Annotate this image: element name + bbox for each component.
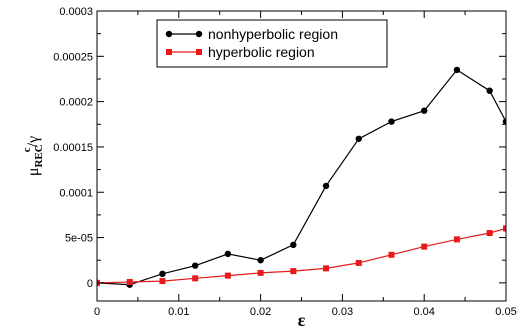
x-tick-label: 0.04	[413, 306, 434, 318]
y-tick-label: 0.00015	[53, 142, 93, 154]
y-axis-title-main: μ	[25, 168, 42, 177]
legend-label: nonhyperbolic region	[208, 26, 338, 42]
data-point	[323, 265, 330, 272]
legend: nonhyperbolic region hyperbolic region	[156, 19, 388, 68]
legend-marker	[195, 30, 203, 38]
y-tick-label: 5e-05	[65, 233, 93, 245]
x-tick-label: 0	[94, 306, 100, 318]
series-line-1	[97, 227, 506, 284]
svg-text:μRECc/γ: μRECc/γ	[21, 136, 45, 176]
y-tick-label: 0	[87, 278, 93, 290]
data-point	[191, 262, 199, 269]
legend-marker	[165, 30, 173, 38]
data-point	[192, 275, 199, 282]
y-axis-title: μRECc/γ	[21, 136, 45, 176]
data-point	[159, 270, 166, 278]
data-point	[421, 243, 428, 250]
data-point	[388, 118, 395, 125]
x-tick-label: 0.03	[332, 306, 353, 318]
y-tick-label: 0.0003	[59, 6, 93, 18]
y-axis-title-tail: /γ	[25, 136, 42, 148]
y-axis-title-sup: c	[21, 147, 33, 152]
data-point	[421, 107, 428, 114]
data-point	[257, 269, 264, 276]
series-line-0	[97, 69, 506, 286]
x-axis-title: ε	[298, 310, 306, 329]
legend-label: hyperbolic region	[208, 44, 315, 60]
data-point	[355, 135, 362, 142]
data-point	[486, 230, 493, 237]
data-point	[322, 182, 330, 190]
data-point	[126, 278, 133, 285]
data-point	[503, 225, 506, 232]
legend-marker	[166, 49, 172, 55]
data-point	[159, 278, 166, 285]
data-point	[453, 236, 460, 243]
data-point	[290, 268, 297, 275]
data-point	[355, 259, 362, 266]
y-tick-label: 0.00025	[53, 51, 93, 63]
data-point	[224, 250, 232, 258]
data-point	[224, 272, 231, 279]
x-tick-label: 0.01	[168, 306, 189, 318]
x-tick-label: 0.05	[495, 306, 516, 318]
y-tick-label: 0.0002	[59, 97, 93, 109]
series-layer	[97, 66, 506, 288]
y-axis-title-sub: REC	[33, 144, 45, 167]
axis-layer: 0 0.01 0.02 0.03 0.04 0.05 0 5e-05 0.0001 0.00015…	[53, 6, 516, 318]
legend-marker	[196, 49, 202, 55]
data-point	[290, 241, 297, 249]
data-point	[257, 257, 264, 264]
data-point	[388, 251, 395, 258]
x-tick-label: 0.02	[250, 306, 271, 318]
legend-box	[156, 19, 388, 68]
y-tick-label: 0.0001	[59, 187, 93, 199]
data-point	[502, 118, 506, 125]
data-point	[486, 87, 493, 94]
data-point	[453, 66, 461, 74]
